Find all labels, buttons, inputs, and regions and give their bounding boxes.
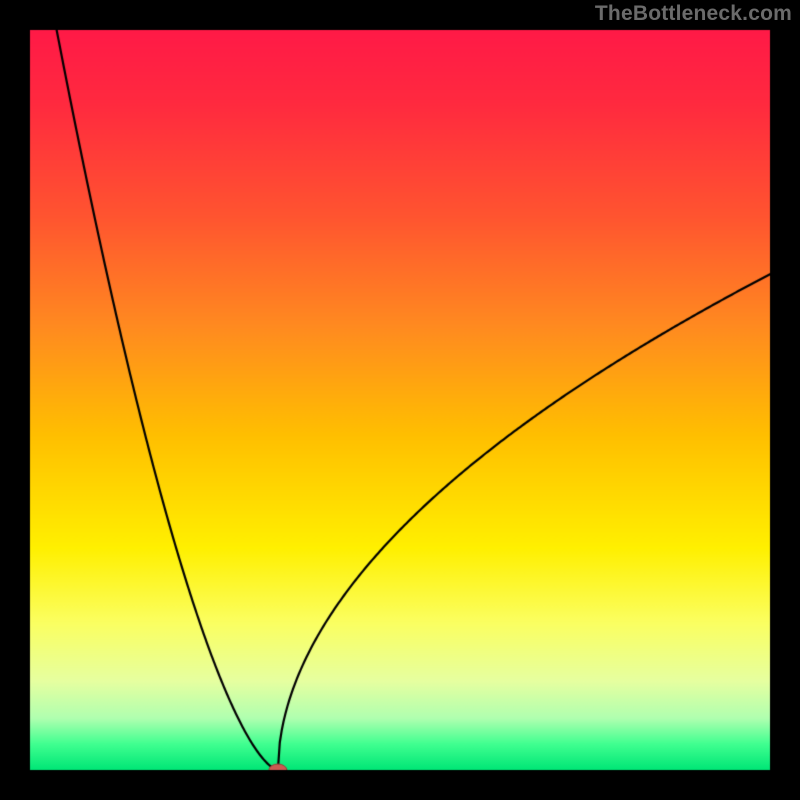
watermark-text: TheBottleneck.com (595, 2, 792, 26)
bottleneck-chart-canvas (0, 0, 800, 800)
chart-stage: TheBottleneck.com (0, 0, 800, 800)
